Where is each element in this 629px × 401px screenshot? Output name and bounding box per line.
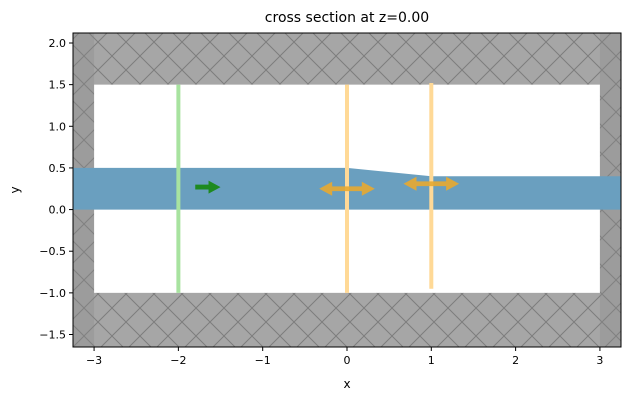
x-tick-label: −2 bbox=[170, 354, 186, 367]
x-tick-label: 3 bbox=[596, 354, 603, 367]
x-tick-label: 0 bbox=[344, 354, 351, 367]
monitor-arrow-2 bbox=[403, 176, 460, 191]
arrow-layer bbox=[195, 176, 460, 196]
y-tick-label: 0.5 bbox=[49, 162, 67, 175]
y-tick-label: 0.0 bbox=[49, 204, 67, 217]
y-tick-label: −1.5 bbox=[39, 329, 66, 342]
x-tick-label: 1 bbox=[428, 354, 435, 367]
x-axis-label: x bbox=[343, 377, 350, 391]
source-direction-arrow bbox=[195, 180, 221, 194]
x-tick-label: −3 bbox=[86, 354, 102, 367]
pml-region-bottom bbox=[73, 292, 621, 347]
y-tick-label: −1.0 bbox=[39, 287, 66, 300]
x-axis-ticks: −3 −2 −1 0 1 2 3 bbox=[86, 347, 603, 367]
y-tick-label: 1.0 bbox=[49, 120, 67, 133]
pml-region-top bbox=[73, 33, 621, 85]
x-tick-label: 2 bbox=[512, 354, 519, 367]
chart-title: cross section at z=0.00 bbox=[265, 10, 429, 26]
y-tick-label: −0.5 bbox=[39, 245, 66, 258]
y-axis-label: y bbox=[8, 186, 22, 193]
plot-area bbox=[73, 33, 621, 347]
monitor-arrow-1 bbox=[319, 181, 375, 196]
y-axis-ticks: −1.5 −1.0 −0.5 0.0 0.5 1.0 1.5 2.0 bbox=[39, 37, 73, 342]
x-tick-label: −1 bbox=[255, 354, 271, 367]
y-tick-label: 2.0 bbox=[49, 37, 67, 50]
y-tick-label: 1.5 bbox=[49, 79, 67, 92]
